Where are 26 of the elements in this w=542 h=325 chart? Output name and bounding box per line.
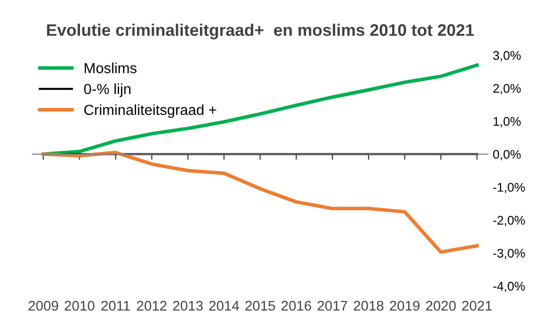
- y-tick-label: 2,0%: [493, 84, 521, 94]
- x-tick-label: 2018: [354, 300, 384, 311]
- legend-label: Moslims: [84, 62, 137, 74]
- x-tick-label: 2015: [245, 300, 276, 311]
- x-tick-label: 2014: [209, 300, 240, 311]
- x-tick-label: 2017: [318, 300, 348, 311]
- x-tick-label: 2020: [426, 300, 456, 311]
- x-tick-label: 2012: [137, 300, 167, 311]
- x-tick-label: 2011: [101, 300, 130, 311]
- x-tick-label: 2010: [64, 300, 94, 311]
- y-tick-label: 3,0%: [493, 51, 521, 62]
- x-tick-label: 2016: [282, 300, 312, 311]
- x-tick-label: 2019: [390, 300, 420, 311]
- legend-label: 0-% lijn: [84, 83, 130, 98]
- x-tick-label: 2009: [28, 300, 58, 311]
- y-tick-label: 1,0%: [494, 116, 521, 128]
- y-tick-label: -1,0%: [493, 182, 525, 194]
- legend-label: Criminaliteitsgraad +: [84, 104, 216, 118]
- line-series: [42, 150, 479, 254]
- y-tick-label: -2,0%: [493, 216, 525, 226]
- y-tick-label: -4,0%: [493, 282, 525, 292]
- chart-title: Evolutie criminaliteitgraad+ en moslims 2010 tot 2021: [47, 24, 474, 40]
- y-tick-label: 0,0%: [493, 150, 521, 160]
- y-tick-label: -3,0%: [493, 248, 525, 260]
- x-tick-label: 2021: [462, 300, 492, 311]
- x-tick-label: 2013: [173, 300, 203, 311]
